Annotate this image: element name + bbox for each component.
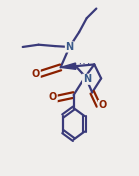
Text: O: O <box>98 100 107 111</box>
Text: N: N <box>83 74 91 84</box>
Text: O: O <box>32 69 40 79</box>
Polygon shape <box>61 63 76 69</box>
Text: O: O <box>49 92 57 102</box>
Text: ···: ··· <box>77 61 91 70</box>
Text: N: N <box>65 42 74 52</box>
